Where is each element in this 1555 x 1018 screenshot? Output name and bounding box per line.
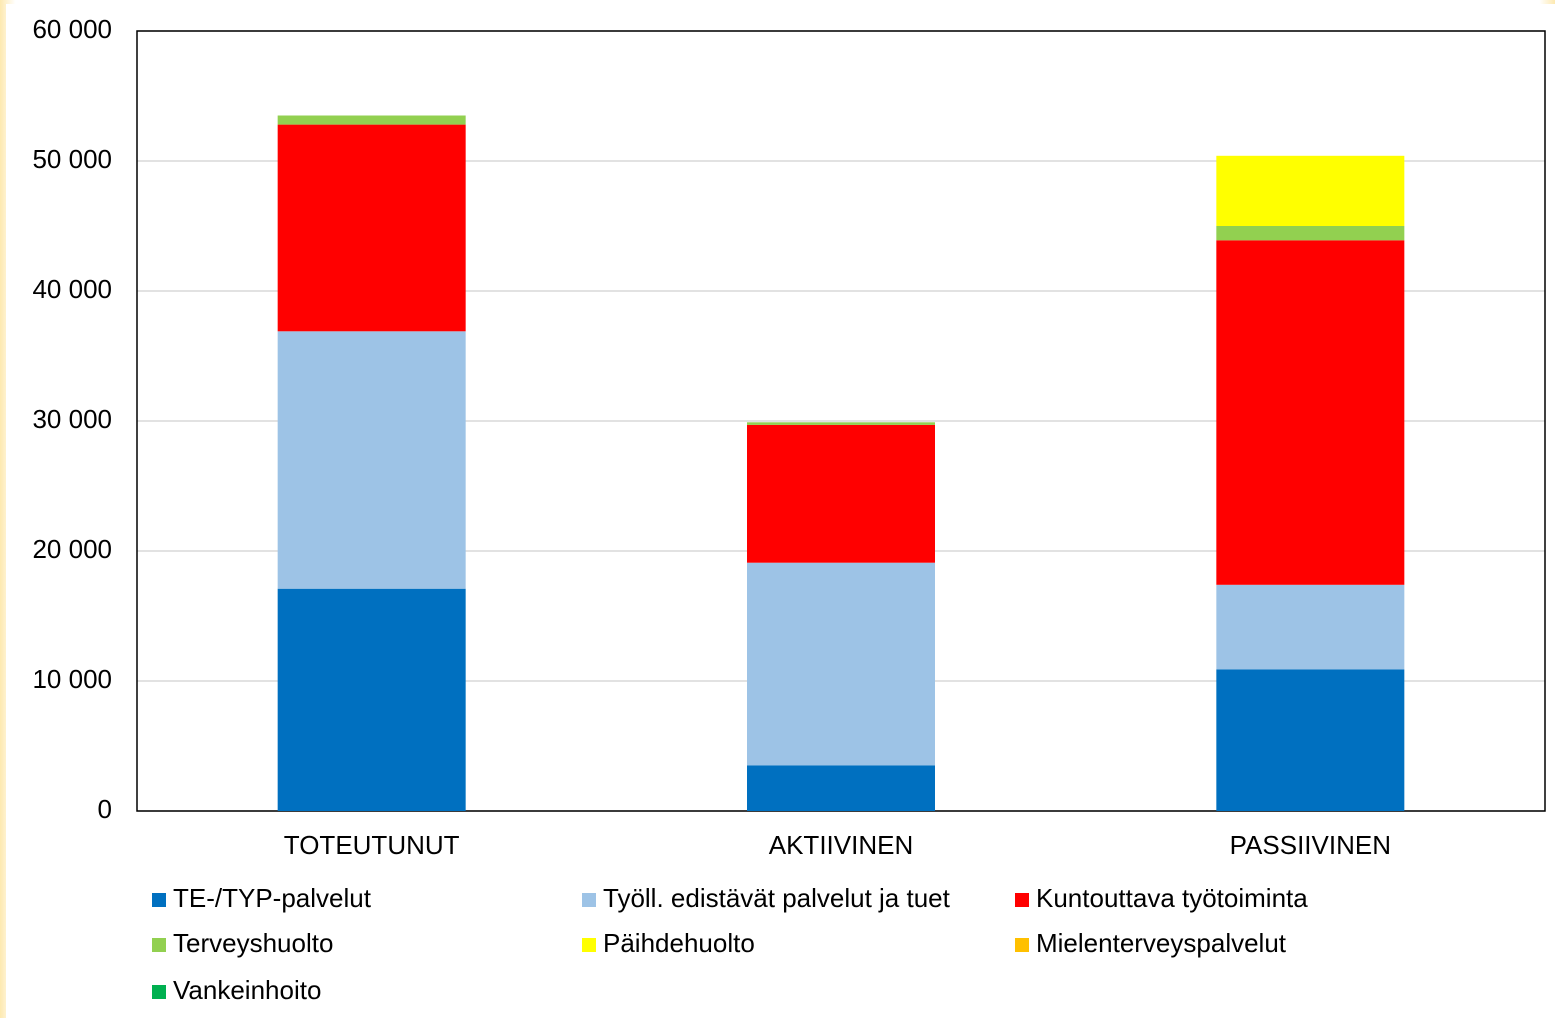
- legend-label: Mielenterveyspalvelut: [1036, 928, 1287, 958]
- x-tick-label: PASSIIVINEN: [1230, 830, 1391, 860]
- legend-label: Vankeinhoito: [173, 975, 321, 1005]
- y-tick-label: 60 000: [32, 14, 112, 44]
- y-tick-label: 0: [98, 794, 112, 824]
- bar-segment: [747, 424, 935, 563]
- bar-segment: [277, 115, 466, 125]
- legend-label: Työll. edistävät palvelut ja tuet: [603, 883, 951, 913]
- legend-swatch: [582, 938, 596, 952]
- legend-label: Päihdehuolto: [603, 928, 755, 958]
- bar-segment: [1216, 584, 1405, 670]
- legend-swatch: [582, 893, 596, 907]
- bar-segment: [1216, 669, 1405, 811]
- bar-segment: [1216, 226, 1405, 241]
- legend-label: Terveyshuolto: [173, 928, 333, 958]
- legend-swatch: [152, 893, 166, 907]
- bar-segment: [1216, 240, 1405, 585]
- bar-segment: [1216, 155, 1405, 226]
- y-tick-label: 30 000: [32, 404, 112, 434]
- legend-label: Kuntouttava työtoiminta: [1036, 883, 1308, 913]
- y-tick-label: 50 000: [32, 144, 112, 174]
- legend-swatch: [152, 985, 166, 999]
- y-tick-label: 40 000: [32, 274, 112, 304]
- x-tick-label: AKTIIVINEN: [769, 830, 913, 860]
- x-tick-label: TOTEUTUNUT: [284, 830, 460, 860]
- y-tick-label: 20 000: [32, 534, 112, 564]
- bar-segment: [277, 588, 466, 811]
- bar-segment: [277, 124, 466, 332]
- legend-swatch: [152, 938, 166, 952]
- bar-segment: [747, 562, 935, 766]
- bar-segment: [747, 422, 935, 425]
- bar-segment: [277, 331, 466, 589]
- legend-swatch: [1015, 893, 1029, 907]
- y-tick-label: 10 000: [32, 664, 112, 694]
- bar-segment: [747, 765, 935, 811]
- legend-swatch: [1015, 938, 1029, 952]
- legend-label: TE-/TYP-palvelut: [173, 883, 372, 913]
